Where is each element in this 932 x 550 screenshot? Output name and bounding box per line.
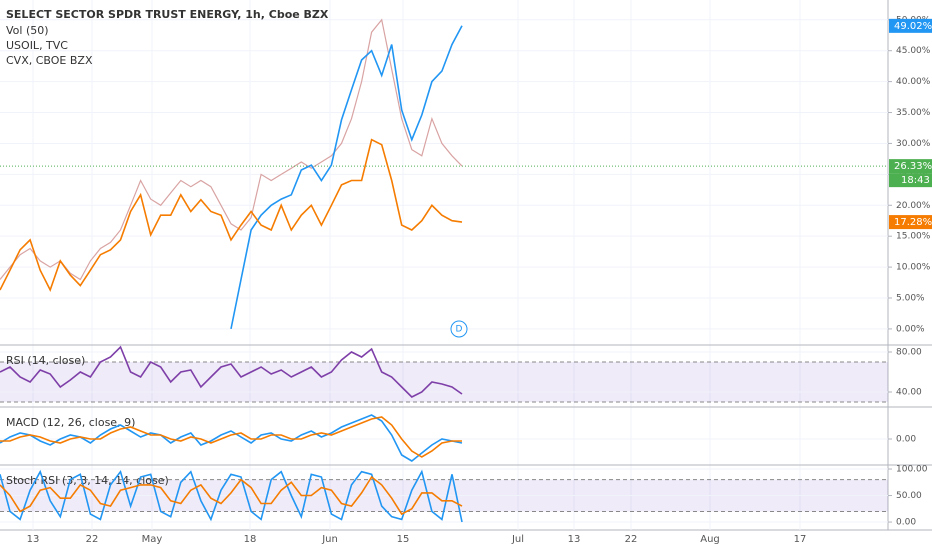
price-badge-label: 49.02% — [894, 21, 932, 32]
y-tick-label: 45.00% — [896, 46, 931, 56]
y-tick-label: 30.00% — [896, 139, 931, 149]
price-badge-label: 26.33% — [894, 161, 932, 172]
series-line — [0, 469, 463, 523]
x-tick-label: Jul — [511, 534, 524, 545]
x-tick-label: May — [142, 534, 163, 545]
y-tick-label: 0.00% — [896, 324, 925, 334]
legend-label: CVX, CBOE BZX — [6, 54, 93, 67]
indicator-label: Vol (50) — [6, 24, 49, 37]
y-tick-label: 35.00% — [896, 108, 931, 118]
x-tick-label: 13 — [27, 534, 40, 545]
price-badge-label: 17.28% — [894, 217, 932, 228]
x-tick-label: Aug — [700, 534, 720, 545]
y-tick-label: 50.00 — [896, 491, 922, 501]
series-line — [0, 416, 462, 458]
series-line — [0, 414, 463, 462]
countdown-label: 18:43 — [901, 175, 930, 186]
series-line — [0, 138, 463, 293]
x-tick-label: 18 — [244, 534, 257, 545]
y-tick-label: 40.00% — [896, 77, 931, 87]
x-tick-label: 17 — [794, 534, 807, 545]
main-title: SELECT SECTOR SPDR TRUST ENERGY, 1h, Cbo… — [6, 8, 329, 21]
series-line — [0, 475, 463, 516]
y-tick-label: 80.00 — [896, 348, 922, 358]
price-badge — [889, 215, 932, 230]
y-tick-label: 0.00 — [896, 435, 916, 445]
y-tick-label: 100.00 — [896, 465, 928, 475]
pane-title: Stoch RSI (3, 3, 14, 14, close) — [6, 474, 169, 487]
y-tick-label: 15.00% — [896, 232, 931, 242]
x-tick-label: 22 — [86, 534, 99, 545]
y-tick-label: 20.00% — [896, 201, 931, 211]
countdown-badge — [889, 173, 932, 188]
price-badge — [889, 159, 932, 174]
y-tick-label: 40.00 — [896, 388, 922, 398]
x-tick-label: 15 — [397, 534, 410, 545]
y-tick-label: 5.00% — [896, 294, 925, 304]
y-tick-label: 10.00% — [896, 263, 931, 273]
price-badge — [889, 18, 932, 33]
pane-title: MACD (12, 26, close, 9) — [6, 416, 135, 429]
series-line — [0, 18, 463, 281]
pane-title: RSI (14, close) — [6, 354, 85, 367]
dividend-letter: D — [456, 325, 463, 335]
series-line — [230, 25, 463, 330]
y-tick-label: 0.00 — [896, 518, 916, 528]
x-tick-label: 22 — [625, 534, 638, 545]
x-tick-label: Jun — [321, 534, 338, 545]
band — [0, 362, 888, 402]
legend-label: USOIL, TVC — [6, 39, 68, 52]
dividend-marker[interactable] — [450, 320, 468, 338]
series-line — [0, 345, 463, 398]
x-tick-label: 13 — [568, 534, 581, 545]
